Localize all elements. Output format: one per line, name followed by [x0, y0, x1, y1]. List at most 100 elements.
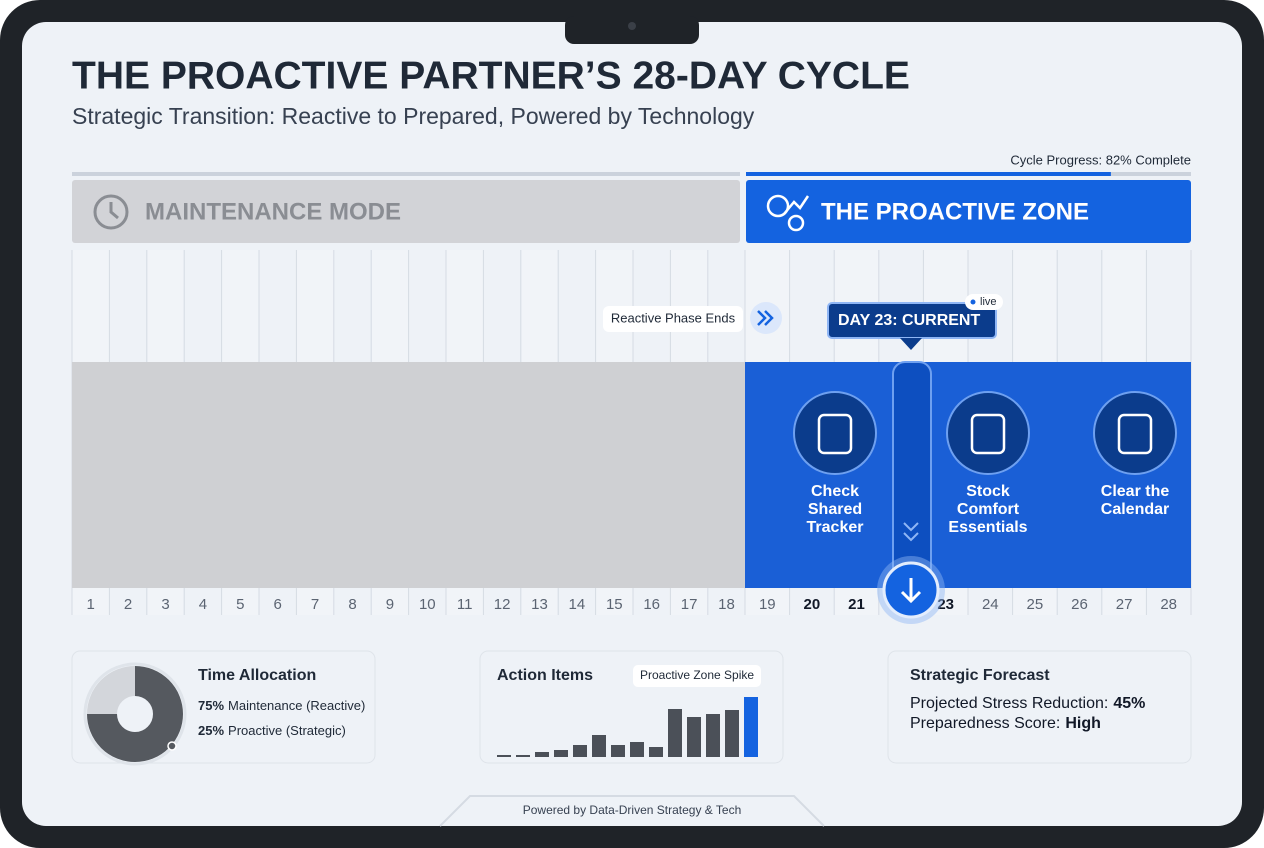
bar	[630, 742, 644, 757]
task-glyph	[1117, 413, 1153, 455]
day-label: 18	[718, 596, 735, 613]
task-label: Comfort	[957, 501, 1020, 518]
day-label: 3	[161, 596, 169, 613]
current-slider	[892, 361, 932, 591]
proactive-banner	[746, 180, 1191, 243]
slider-chevron	[903, 522, 919, 542]
subtitle: Strategic Transition: Reactive to Prepar…	[72, 103, 755, 129]
task-label: Essentials	[948, 519, 1027, 536]
legend-value: 75%	[198, 698, 224, 713]
trend-icon	[783, 195, 810, 215]
day-label: 13	[531, 596, 548, 613]
track	[72, 172, 740, 176]
bar	[668, 709, 682, 757]
forecast-value: 45%	[1113, 695, 1145, 712]
forecast-row: Preparedness Score: High	[910, 715, 1101, 732]
day-label: 19	[759, 596, 776, 613]
forecast-value: High	[1065, 715, 1101, 732]
day-label: 2	[124, 596, 132, 613]
legend-item: 25% Proactive (Strategic)	[198, 723, 346, 738]
legend-label: Proactive (Strategic)	[228, 723, 346, 738]
day-label: 9	[386, 596, 394, 613]
bar	[725, 710, 739, 757]
legend-value: 25%	[198, 723, 224, 738]
donut-marker	[167, 741, 177, 751]
card-forecast	[887, 650, 1192, 764]
gear-icon	[787, 214, 805, 232]
bar	[611, 745, 625, 757]
task-label: Shared	[808, 501, 862, 518]
forecast: Projected Stress Reduction: 45% Preparedne…	[910, 695, 1145, 732]
task-label: Tracker	[807, 519, 864, 536]
gear-icon	[766, 194, 790, 218]
day-label: 17	[681, 596, 698, 613]
legend-label: Maintenance (Reactive)	[228, 698, 365, 713]
day-label: 12	[494, 596, 511, 613]
bar-chart	[497, 697, 758, 757]
day-label: 15	[606, 596, 623, 613]
donut: 75% Maintenance (Reactive) 25% Proactive (S…	[83, 662, 365, 766]
task-icon	[946, 391, 1030, 475]
card-title: Strategic Forecast	[910, 667, 1050, 684]
day-label: 10	[419, 596, 436, 613]
day-label: 25	[1027, 596, 1044, 613]
reactive-block	[72, 362, 745, 588]
card-title: Action Items	[497, 667, 593, 684]
bar	[573, 745, 587, 757]
progress-label: Cycle Progress: 82% Complete	[1010, 152, 1191, 167]
task-icon	[1093, 391, 1177, 475]
task-label: Calendar	[1101, 501, 1169, 518]
clock-hands	[109, 202, 119, 220]
proactive-label: THE PROACTIVE ZONE	[821, 198, 1089, 225]
day-label: 14	[569, 596, 586, 613]
day-label: 5	[236, 596, 244, 613]
annotation-pill	[633, 665, 761, 687]
card-title: Time Allocation	[198, 667, 316, 684]
legend-item: 75% Maintenance (Reactive)	[198, 698, 365, 713]
task-glyph	[970, 413, 1006, 455]
live-pill	[965, 294, 1003, 310]
day-label: 1	[87, 596, 95, 613]
donut-segment	[87, 666, 137, 716]
day-labels: 1 2 3 4 5 6 7 8 9 10 11 12 13 14 15 16 17 18 19 20 21 23 24 25 2…	[87, 596, 1178, 613]
bar	[706, 714, 720, 757]
day-label: 28	[1160, 596, 1177, 613]
bar	[592, 735, 606, 757]
day-label: 6	[274, 596, 282, 613]
bar	[554, 750, 568, 757]
day-label: 4	[199, 596, 207, 613]
task-label: Stock	[966, 483, 1010, 500]
day-label: 16	[643, 596, 660, 613]
donut-segment	[87, 666, 183, 762]
forecast-label: Preparedness Score:	[910, 715, 1060, 732]
maintenance-label: MAINTENANCE MODE	[145, 198, 401, 225]
day-label: 27	[1116, 596, 1133, 613]
day-label: 20	[804, 596, 821, 613]
day-label: 26	[1071, 596, 1088, 613]
bar	[516, 755, 530, 757]
bar	[535, 752, 549, 757]
title: THE PROACTIVE PARTNER’S 28-DAY CYCLE	[72, 54, 910, 97]
live-label: live	[980, 296, 997, 308]
progress-fill	[746, 172, 1111, 176]
task-icon	[793, 391, 877, 475]
bar	[649, 747, 663, 757]
day-label: 8	[348, 596, 356, 613]
bar	[744, 697, 758, 757]
forecast-label: Projected Stress Reduction:	[910, 695, 1108, 712]
forecast-row: Projected Stress Reduction: 45%	[910, 695, 1145, 712]
maintenance-banner	[72, 180, 740, 243]
camera	[628, 22, 636, 30]
annotation: Proactive Zone Spike	[640, 668, 754, 682]
donut-halo	[83, 662, 187, 766]
current-label: DAY 23: CURRENT	[838, 312, 980, 329]
badge-pointer	[900, 338, 922, 350]
clock-icon	[93, 194, 129, 230]
footer-tab	[439, 795, 825, 827]
chevron	[757, 310, 774, 326]
day-label: 21	[848, 596, 865, 613]
day-label: 7	[311, 596, 319, 613]
task-label: Check	[811, 483, 859, 500]
